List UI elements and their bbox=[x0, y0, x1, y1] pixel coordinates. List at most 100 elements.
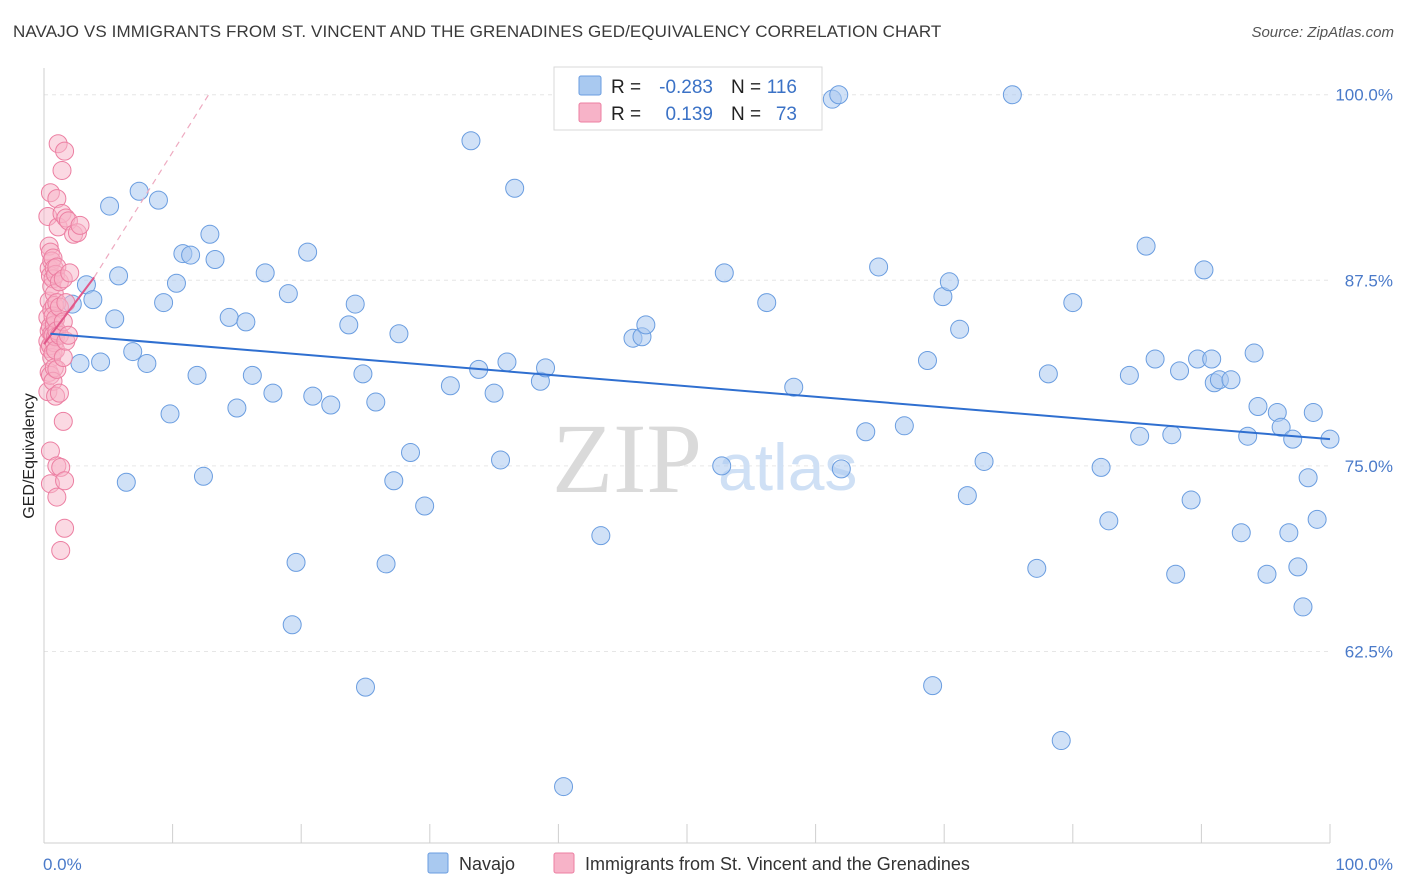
x-axis-ticks bbox=[43, 824, 1331, 843]
navajo-point bbox=[1181, 490, 1201, 510]
navajo-point bbox=[1283, 429, 1303, 449]
navajo-point bbox=[193, 466, 213, 486]
navajo-point bbox=[917, 350, 937, 370]
navajo-point bbox=[894, 416, 914, 436]
navajo-point bbox=[1202, 349, 1222, 369]
navajo-point bbox=[356, 677, 375, 697]
navajo-point bbox=[1307, 509, 1327, 529]
navajo-point bbox=[236, 312, 256, 332]
y-tick-label: 100.0% bbox=[1335, 86, 1393, 105]
navajo-point bbox=[384, 471, 404, 491]
navajo-point bbox=[205, 250, 225, 270]
svg-immigrant-point bbox=[47, 487, 67, 507]
chart-title: NAVAJO VS IMMIGRANTS FROM ST. VINCENT AN… bbox=[13, 22, 942, 41]
navajo-point bbox=[1238, 426, 1258, 446]
navajo-point bbox=[1162, 425, 1182, 445]
navajo-point bbox=[83, 290, 103, 310]
navajo-point bbox=[286, 552, 306, 572]
bottom-legend: Navajo Immigrants from St. Vincent and t… bbox=[427, 852, 970, 874]
svg-immigrant-point bbox=[55, 518, 75, 538]
navajo-point bbox=[712, 456, 732, 476]
navajo-point bbox=[1027, 558, 1047, 578]
navajo-point bbox=[166, 273, 186, 293]
svg-immigrant-point bbox=[55, 471, 75, 491]
navajo-point bbox=[298, 242, 318, 262]
legend-r-value-1: -0.283 bbox=[659, 77, 713, 98]
navajo-point bbox=[366, 392, 386, 412]
navajo-point bbox=[461, 131, 481, 151]
navajo-point bbox=[137, 353, 157, 373]
navajo-point bbox=[1257, 564, 1277, 584]
navajo-point bbox=[415, 496, 435, 516]
navajo-point bbox=[1298, 468, 1318, 488]
navajo-point bbox=[1293, 597, 1313, 617]
svg-immigrant-point bbox=[52, 160, 72, 180]
navajo-point bbox=[1166, 564, 1186, 584]
navajo-point bbox=[160, 404, 180, 424]
navajo-point bbox=[401, 443, 421, 463]
navajo-point bbox=[187, 365, 207, 385]
navajo-point bbox=[321, 395, 341, 415]
navajo-point bbox=[116, 472, 136, 492]
navajo-point bbox=[154, 293, 174, 313]
navajo-point bbox=[440, 376, 460, 396]
navajo-point bbox=[1194, 260, 1214, 280]
navajo-points bbox=[44, 85, 1340, 797]
navajo-point bbox=[1002, 85, 1022, 105]
svg-immigrant-point bbox=[53, 411, 73, 431]
navajo-point bbox=[100, 196, 120, 216]
navajo-point bbox=[1091, 457, 1111, 477]
legend-swatch-navajo bbox=[578, 75, 602, 96]
navajo-trend-line bbox=[50, 332, 1331, 441]
navajo-point bbox=[923, 676, 943, 696]
navajo-point bbox=[1271, 417, 1291, 437]
navajo-point bbox=[1170, 361, 1190, 381]
navajo-point bbox=[1038, 364, 1058, 384]
navajo-point bbox=[1136, 236, 1156, 256]
navajo-point bbox=[856, 422, 876, 442]
legend-n-value-2: 73 bbox=[776, 104, 797, 125]
navajo-point bbox=[1130, 426, 1150, 446]
navajo-point bbox=[505, 178, 525, 198]
source-label: Source: ZipAtlas.com bbox=[1251, 24, 1394, 41]
svg-immigrant-point bbox=[49, 383, 69, 403]
navajo-point bbox=[129, 181, 149, 201]
navajo-point bbox=[957, 486, 977, 506]
bottom-legend-swatch-svg bbox=[553, 852, 575, 874]
navajo-point bbox=[1119, 365, 1139, 385]
svg-immigrant-point bbox=[51, 541, 71, 561]
navajo-point bbox=[1288, 557, 1308, 577]
navajo-point bbox=[109, 266, 129, 286]
legend-r-value-2: 0.139 bbox=[665, 104, 713, 125]
navajo-point bbox=[123, 342, 143, 362]
navajo-point bbox=[497, 352, 517, 372]
navajo-point bbox=[591, 526, 611, 546]
svg-immigrant-point bbox=[53, 348, 73, 368]
navajo-point bbox=[339, 315, 359, 335]
legend-n-value-1: 116 bbox=[767, 77, 797, 98]
navajo-point bbox=[227, 398, 247, 418]
svg-immigrant-point bbox=[60, 263, 80, 283]
legend: R = -0.283 N = 116 R = 0.139 N = 73 bbox=[553, 66, 823, 131]
navajo-point bbox=[484, 383, 504, 403]
trend-lines bbox=[43, 94, 1331, 441]
y-axis-tick-labels: 62.5% 75.0% 87.5% 100.0% bbox=[1335, 86, 1393, 662]
bottom-legend-label-svg: Immigrants from St. Vincent and the Gren… bbox=[585, 854, 970, 874]
navajo-point bbox=[376, 554, 396, 574]
navajo-point bbox=[1145, 349, 1165, 369]
navajo-point bbox=[829, 85, 849, 105]
x-tick-label-max: 100.0% bbox=[1335, 855, 1393, 874]
navajo-point bbox=[636, 315, 656, 335]
x-tick-label-min: 0.0% bbox=[43, 855, 82, 874]
navajo-point bbox=[831, 459, 851, 479]
svg-immigrant-point bbox=[55, 141, 75, 161]
navajo-point bbox=[939, 272, 959, 292]
navajo-point bbox=[255, 263, 275, 283]
y-tick-label: 62.5% bbox=[1345, 642, 1393, 661]
bottom-legend-label-navajo: Navajo bbox=[459, 854, 515, 874]
navajo-point bbox=[869, 257, 889, 277]
navajo-point bbox=[1099, 511, 1119, 531]
navajo-point bbox=[263, 383, 283, 403]
navajo-point bbox=[282, 615, 302, 635]
